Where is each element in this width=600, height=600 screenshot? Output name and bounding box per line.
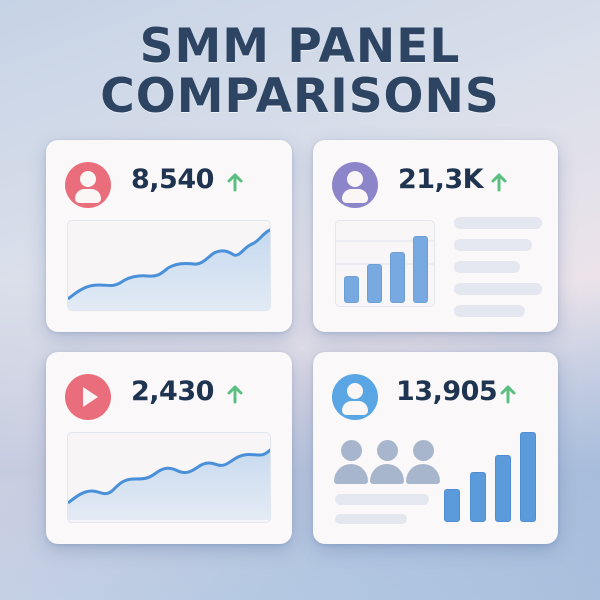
trend-line-chart — [67, 432, 271, 523]
text-placeholder — [454, 305, 525, 317]
title-line-2: COMPARISONS — [100, 69, 500, 124]
arrow-up-icon — [500, 385, 516, 404]
user-icon — [65, 162, 111, 208]
stat-value: 21,3K — [398, 164, 484, 195]
text-placeholder — [454, 261, 520, 273]
play-icon — [65, 374, 111, 420]
arrow-up-icon — [227, 385, 243, 404]
bar — [367, 264, 382, 303]
bar — [413, 236, 428, 303]
arrow-up-icon — [491, 173, 507, 192]
stat-value: 8,540 — [131, 164, 214, 195]
bar — [344, 276, 359, 303]
page-title: SMM PANEL COMPARISONS — [0, 22, 600, 122]
text-placeholder — [454, 239, 532, 251]
bar-chart — [335, 220, 435, 307]
stat-value: 13,905 — [396, 376, 498, 407]
stats-card-followers[interactable]: 8,540 — [46, 140, 292, 332]
arrow-up-icon — [227, 173, 243, 192]
title-line-1: SMM PANEL — [139, 19, 461, 74]
text-placeholder — [335, 514, 407, 524]
user-icon — [332, 162, 378, 208]
text-placeholder — [454, 217, 542, 229]
stat-value: 2,430 — [131, 376, 214, 407]
stats-card-audience[interactable]: 13,905 — [313, 352, 558, 544]
stats-card-followers-purple[interactable]: 21,3K — [313, 140, 558, 332]
text-placeholder — [454, 283, 542, 295]
trend-line-chart — [67, 220, 271, 311]
text-placeholder — [335, 494, 429, 505]
stats-card-video-views[interactable]: 2,430 — [46, 352, 292, 544]
bar — [390, 252, 405, 303]
user-icon — [332, 374, 378, 420]
